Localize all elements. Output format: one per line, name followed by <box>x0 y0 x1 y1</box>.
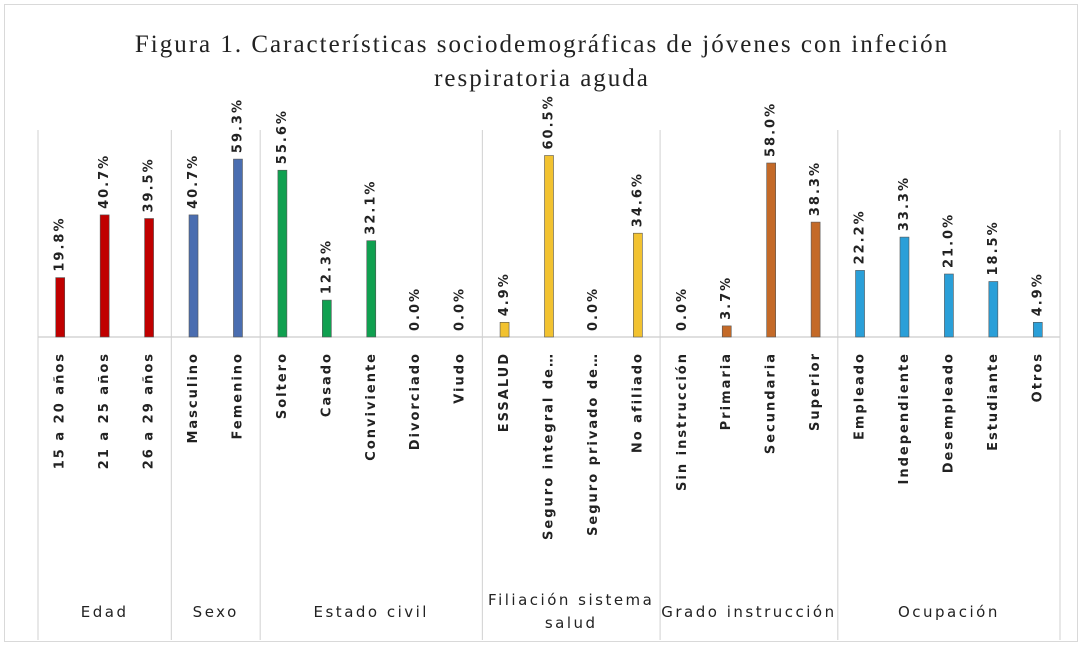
data-label: 4.9% <box>497 272 512 316</box>
data-label: 40.7% <box>186 154 201 209</box>
data-label: 32.1% <box>364 180 379 235</box>
bar <box>233 158 243 338</box>
bar <box>944 273 954 338</box>
data-label: 18.5% <box>986 220 1001 275</box>
x-tick-label: 21 a 25 años <box>97 352 112 469</box>
bar <box>55 277 66 338</box>
x-tick-label: Estudiante <box>986 352 1001 451</box>
bar <box>855 270 865 338</box>
x-tick-label: Divorciado <box>408 352 423 450</box>
x-tick-label: Viudo <box>453 352 468 404</box>
bar <box>99 214 110 338</box>
data-label: 33.3% <box>897 176 912 231</box>
data-label: 0.0% <box>453 287 468 331</box>
bar <box>988 281 999 338</box>
x-tick-label: Casado <box>319 352 334 417</box>
x-tick-label: Superior <box>808 352 823 431</box>
data-label: 59.3% <box>230 98 245 153</box>
x-tick-label: Sin instrucción <box>675 352 690 491</box>
group-label: Edad <box>80 602 129 621</box>
x-tick-label: Primaria <box>719 352 734 430</box>
bar <box>810 221 821 338</box>
data-label: 19.8% <box>53 216 68 271</box>
bar <box>499 321 510 338</box>
bar <box>1032 321 1043 338</box>
chart-frame <box>4 4 1078 642</box>
chart-title: Figura 1. Características sociodemográfi… <box>134 31 950 92</box>
bar <box>766 162 776 338</box>
bar <box>144 218 154 338</box>
group-label: Sexo <box>192 602 239 621</box>
data-label: 3.7% <box>719 276 734 320</box>
x-tick-label: Seguro integral de… <box>542 352 557 540</box>
x-tick-label: Desempleado <box>941 352 956 473</box>
data-label: 21.0% <box>941 213 956 268</box>
data-label: 55.6% <box>275 109 290 164</box>
data-label: 34.6% <box>630 172 645 227</box>
x-tick-label: ESSALUD <box>497 352 512 432</box>
bar <box>277 169 288 338</box>
x-tick-label: Empleado <box>853 352 868 440</box>
x-tick-label: Soltero <box>275 352 290 419</box>
data-label: 12.3% <box>319 239 334 294</box>
x-tick-label: Masculino <box>186 352 201 444</box>
bar <box>544 155 554 338</box>
bar <box>322 299 332 338</box>
bar <box>188 214 199 338</box>
data-label: 38.3% <box>808 161 823 216</box>
bar <box>633 232 643 338</box>
x-tick-label: 15 a 20 años <box>53 352 68 469</box>
x-tick-label: Femenino <box>230 352 245 439</box>
bar <box>721 325 732 338</box>
group-label: Ocupación <box>897 602 1000 621</box>
data-label: 0.0% <box>586 287 601 331</box>
data-label: 60.5% <box>542 94 557 149</box>
x-tick-label: Conviviente <box>364 352 379 461</box>
x-tick-label: Otros <box>1030 352 1045 402</box>
data-label: 4.9% <box>1030 272 1045 316</box>
bar <box>366 240 377 338</box>
data-label: 0.0% <box>675 287 690 331</box>
x-tick-label: 26 a 29 años <box>142 352 157 469</box>
x-tick-label: Independiente <box>897 352 912 484</box>
x-tick-label: No afiliado <box>630 352 645 453</box>
data-label: 40.7% <box>97 154 112 209</box>
data-label: 39.5% <box>142 157 157 212</box>
group-label: Estado civil <box>313 602 429 621</box>
data-label: 0.0% <box>408 287 423 331</box>
group-label: Filiación sistema salud <box>488 591 655 632</box>
group-label: Grado instrucción <box>661 602 837 621</box>
x-tick-label: Seguro privado de… <box>586 352 601 536</box>
bar <box>899 236 910 338</box>
x-tick-label: Secundaria <box>764 352 779 454</box>
data-label: 58.0% <box>764 102 779 157</box>
data-label: 22.2% <box>853 209 868 264</box>
